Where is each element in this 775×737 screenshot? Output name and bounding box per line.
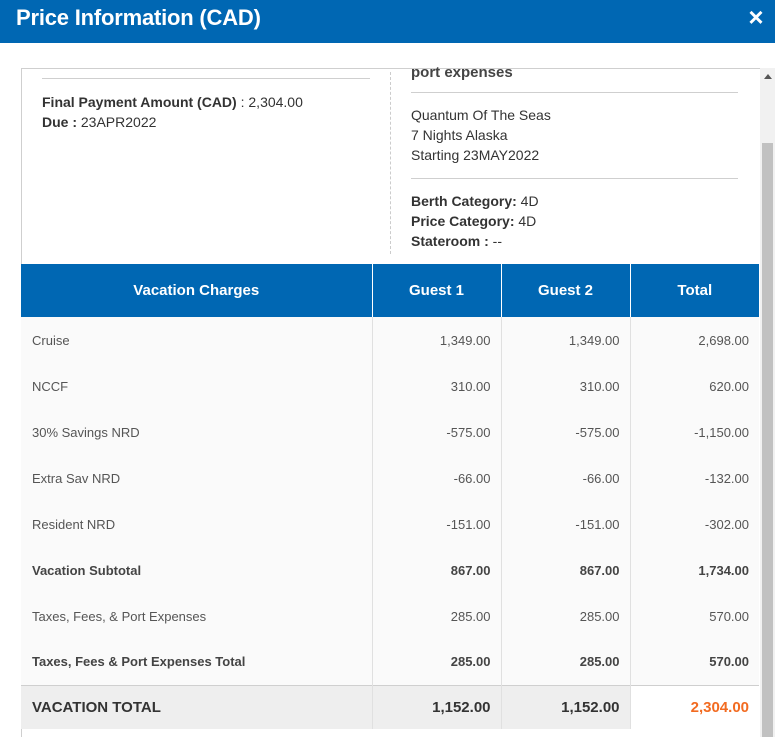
dialog-title: Price Information (CAD) [16,5,261,30]
table-row: NCCF 310.00 310.00 620.00 [21,363,759,409]
charge-label: Cruise [21,317,373,363]
guest1-amount: -66.00 [372,455,502,501]
due-label: Due : [42,114,77,130]
subtotal-row: Vacation Subtotal 867.00 867.00 1,734.00 [21,547,759,593]
guest2-amount: 285.00 [501,639,631,685]
vertical-scrollbar[interactable] [760,68,775,737]
due-line: Due : 23APR2022 [42,112,156,132]
table-row: 30% Savings NRD -575.00 -575.00 -1,150.0… [21,409,759,455]
table-row: Cruise 1,349.00 1,349.00 2,698.00 [21,317,759,363]
charge-label: Taxes, Fees, & Port Expenses [21,593,373,639]
vacation-charges-table: Vacation Charges Guest 1 Guest 2 Total C… [21,264,759,729]
stateroom: Stateroom : -- [411,231,502,251]
column-header: Vacation Charges [21,264,373,317]
final-payment-line: Final Payment Amount (CAD) : 2,304.00 [42,92,303,112]
total-amount: -132.00 [630,455,759,501]
guest1-amount: 285.00 [372,639,502,685]
total-amount: 620.00 [630,363,759,409]
ship-name: Quantum Of The Seas [411,107,551,123]
guest2-amount: 285.00 [501,593,631,639]
table-header-row: Vacation Charges Guest 1 Guest 2 Total [21,264,759,317]
guest1-amount: -151.00 [372,501,502,547]
guest2-amount: -151.00 [501,501,631,547]
charge-label: 30% Savings NRD [21,409,373,455]
grand-total: 2,304.00 [630,684,759,729]
table-row: Resident NRD -151.00 -151.00 -302.00 [21,501,759,547]
column-divider [390,72,391,254]
charge-label: Resident NRD [21,501,373,547]
guest1-amount: -575.00 [372,409,502,455]
subtotal-row: Taxes, Fees & Port Expenses Total 285.00… [21,639,759,685]
total-amount: 1,734.00 [630,547,759,593]
charge-label: Extra Sav NRD [21,455,373,501]
table-row: Extra Sav NRD -66.00 -66.00 -132.00 [21,455,759,501]
column-header: Total [630,264,759,317]
stateroom-label: Stateroom : [411,233,489,249]
guest1-amount: 310.00 [372,363,502,409]
total-amount: 2,698.00 [630,317,759,363]
divider [411,92,738,93]
voyage-info: port expenses Quantum Of The Seas 7 Nigh… [411,60,741,260]
guest1-total: 1,152.00 [372,684,502,729]
table-row: Taxes, Fees, & Port Expenses 285.00 285.… [21,593,759,639]
charge-label: Vacation Subtotal [21,547,373,593]
stateroom-value: -- [488,233,503,249]
guest2-amount: -66.00 [501,455,631,501]
close-icon[interactable]: × [748,2,764,32]
berth-category-value: 4D [516,193,539,209]
dialog-header: Price Information (CAD) × [0,0,775,43]
divider [411,178,738,179]
column-header: Guest 1 [372,264,502,317]
final-payment-label: Final Payment Amount (CAD) [42,94,237,110]
guest2-total: 1,152.00 [501,684,631,729]
total-amount: -1,150.00 [630,409,759,455]
price-category-value: 4D [514,213,537,229]
berth-category: Berth Category: 4D [411,191,539,211]
total-amount: 570.00 [630,639,759,685]
vacation-total-label: VACATION TOTAL [21,684,373,729]
start-date: Starting 23MAY2022 [411,147,540,163]
column-header: Guest 2 [501,264,631,317]
vacation-total-row: VACATION TOTAL 1,152.00 1,152.00 2,304.0… [21,684,759,729]
scroll-up-icon[interactable] [764,74,772,79]
price-category-label: Price Category: [411,213,515,229]
berth-category-label: Berth Category: [411,193,517,209]
divider [42,78,370,79]
guest2-amount: 310.00 [501,363,631,409]
final-payment-value: : 2,304.00 [236,94,303,110]
voyage-heading: port expenses [411,64,513,81]
total-amount: -302.00 [630,501,759,547]
guest1-amount: 1,349.00 [372,317,502,363]
guest1-amount: 285.00 [372,593,502,639]
due-value: 23APR2022 [77,114,157,130]
charge-label: NCCF [21,363,373,409]
total-amount: 570.00 [630,593,759,639]
guest1-amount: 867.00 [372,547,502,593]
guest2-amount: 867.00 [501,547,631,593]
itinerary: 7 Nights Alaska [411,127,508,143]
price-category: Price Category: 4D [411,211,536,231]
guest2-amount: -575.00 [501,409,631,455]
payment-info: Final Payment Amount (CAD) : 2,304.00 Du… [42,68,372,264]
scrollbar-thumb[interactable] [762,143,773,737]
guest2-amount: 1,349.00 [501,317,631,363]
charge-label: Taxes, Fees & Port Expenses Total [21,639,373,685]
